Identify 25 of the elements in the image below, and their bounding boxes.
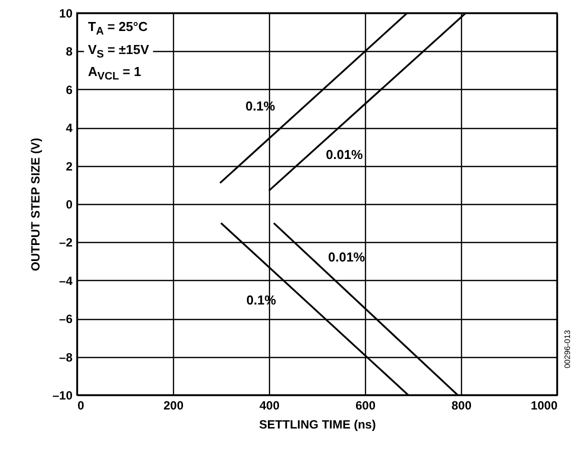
y-tick-label: 10 [59, 6, 73, 20]
text: 00296-013 [563, 330, 572, 368]
y-tick-label: 2 [66, 159, 73, 174]
y-tick-label: –10 [52, 388, 73, 402]
y-tick-label: 4 [66, 121, 73, 136]
y-tick-label: 0 [66, 198, 73, 212]
y-tick-label: –8 [59, 350, 73, 364]
series-label: 0.01% [328, 249, 366, 264]
y-tick-label: 8 [66, 44, 73, 59]
y-tick-label: –6 [59, 312, 73, 326]
annotation: T$_{A}$ = 25°C [88, 18, 149, 40]
x-tick-label: 800 [451, 398, 472, 412]
y-tick-label: –2 [59, 236, 73, 250]
x-tick-label: 1000 [530, 398, 558, 412]
x-axis-title: SETTLING TIME (ns) [259, 418, 376, 432]
series-label: 0.01% [326, 147, 364, 162]
x-tick-label: 0 [78, 398, 84, 412]
annotation: V$_{S}$ = ±15V [88, 40, 149, 62]
y-tick-label: 6 [66, 82, 73, 97]
x-tick-label: 400 [259, 398, 280, 412]
annotation: A$_{VCL}$ = 1 [88, 63, 142, 85]
y-tick-label: –4 [59, 274, 73, 288]
y-axis-title: OUTPUT STEP SIZE (V) [28, 138, 42, 272]
x-tick-label: 200 [163, 398, 184, 412]
x-tick-label: 600 [355, 398, 376, 412]
